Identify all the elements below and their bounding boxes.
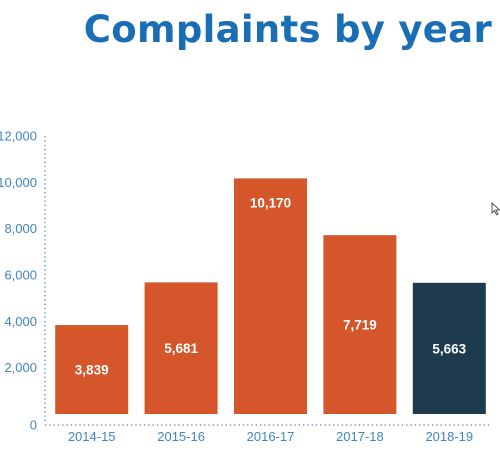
- x-tick-label-2017-18: 2017-18: [336, 429, 384, 444]
- bar-2016-17: [234, 178, 307, 414]
- bar-2014-15: [55, 325, 129, 414]
- y-tick-label: 0: [30, 418, 37, 433]
- value-label-2014-15: 3,839: [75, 363, 109, 378]
- value-label-2018-19: 5,663: [432, 341, 466, 356]
- bar-2017-18: [323, 235, 397, 414]
- mouse-pointer-icon: [491, 202, 500, 216]
- y-tick-label: 8,000: [4, 221, 37, 236]
- bar-2018-19: [412, 282, 486, 414]
- value-label-2016-17: 10,170: [250, 195, 291, 210]
- x-tick-label-2018-19: 2018-19: [425, 429, 473, 444]
- x-axis: 2014-15 2015-16 2016-17 2017-18 2018-19: [45, 424, 492, 444]
- bar-2015-16: [144, 282, 218, 414]
- y-tick-label: 10,000: [0, 175, 37, 190]
- x-tick-label-2016-17: 2016-17: [247, 429, 295, 444]
- x-tick-label-2015-16: 2015-16: [157, 429, 205, 444]
- value-label-2015-16: 5,681: [164, 341, 198, 356]
- y-tick-label: 6,000: [4, 268, 37, 283]
- y-tick-label: 12,000: [0, 129, 37, 144]
- y-tick-label: 4,000: [4, 314, 37, 329]
- x-tick-label-2014-15: 2014-15: [68, 429, 116, 444]
- y-axis: 0 2,000 4,000 6,000 8,000 10,000 12,000: [0, 129, 46, 433]
- chart-title: Complaints by year: [83, 8, 492, 51]
- value-label-2017-18: 7,719: [343, 318, 377, 333]
- bars: 3,839 5,681 10,170 7,719 5,663: [55, 178, 486, 414]
- y-tick-label: 2,000: [4, 360, 37, 375]
